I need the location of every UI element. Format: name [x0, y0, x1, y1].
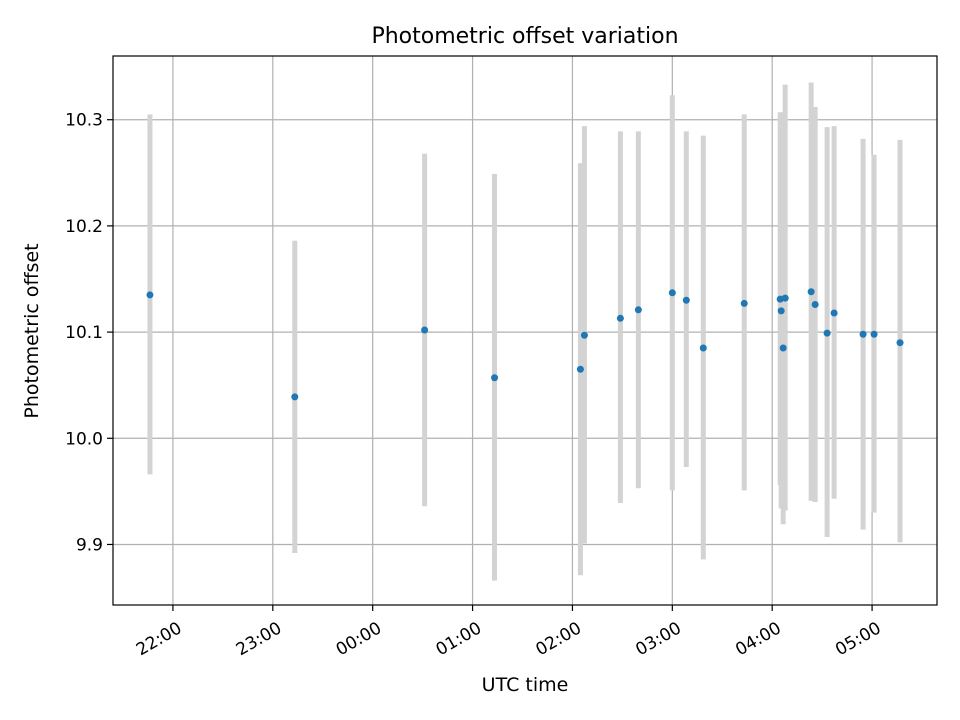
data-point — [779, 344, 787, 352]
data-point — [807, 288, 815, 296]
data-point — [859, 330, 867, 338]
y-tick-label: 9.9 — [76, 535, 103, 555]
data-point — [896, 339, 904, 347]
data-point — [781, 294, 789, 302]
data-point — [576, 365, 584, 373]
data-point — [740, 299, 748, 307]
data-point — [830, 309, 838, 317]
data-point — [668, 289, 676, 297]
y-tick-label: 10.0 — [65, 429, 103, 449]
plot-frame — [112, 55, 938, 606]
data-point — [616, 314, 624, 322]
y-tick-label: 10.3 — [65, 111, 103, 131]
data-point — [699, 344, 707, 352]
data-point — [491, 374, 499, 382]
data-point — [291, 393, 299, 401]
data-point — [580, 331, 588, 339]
chart-title: Photometric offset variation — [371, 24, 678, 49]
data-point — [682, 296, 690, 304]
y-axis-label: Photometric offset — [21, 243, 43, 418]
y-tick-label: 10.1 — [65, 323, 103, 343]
data-point — [811, 300, 819, 308]
x-axis-label: UTC time — [482, 674, 569, 696]
data-point — [777, 307, 785, 315]
data-point — [421, 326, 429, 334]
data-point — [870, 330, 878, 338]
data-points — [146, 288, 904, 401]
y-tick-label: 10.2 — [65, 217, 103, 237]
data-point — [823, 329, 831, 337]
data-point — [146, 291, 154, 299]
data-point — [634, 306, 642, 314]
plot-area — [113, 56, 937, 605]
